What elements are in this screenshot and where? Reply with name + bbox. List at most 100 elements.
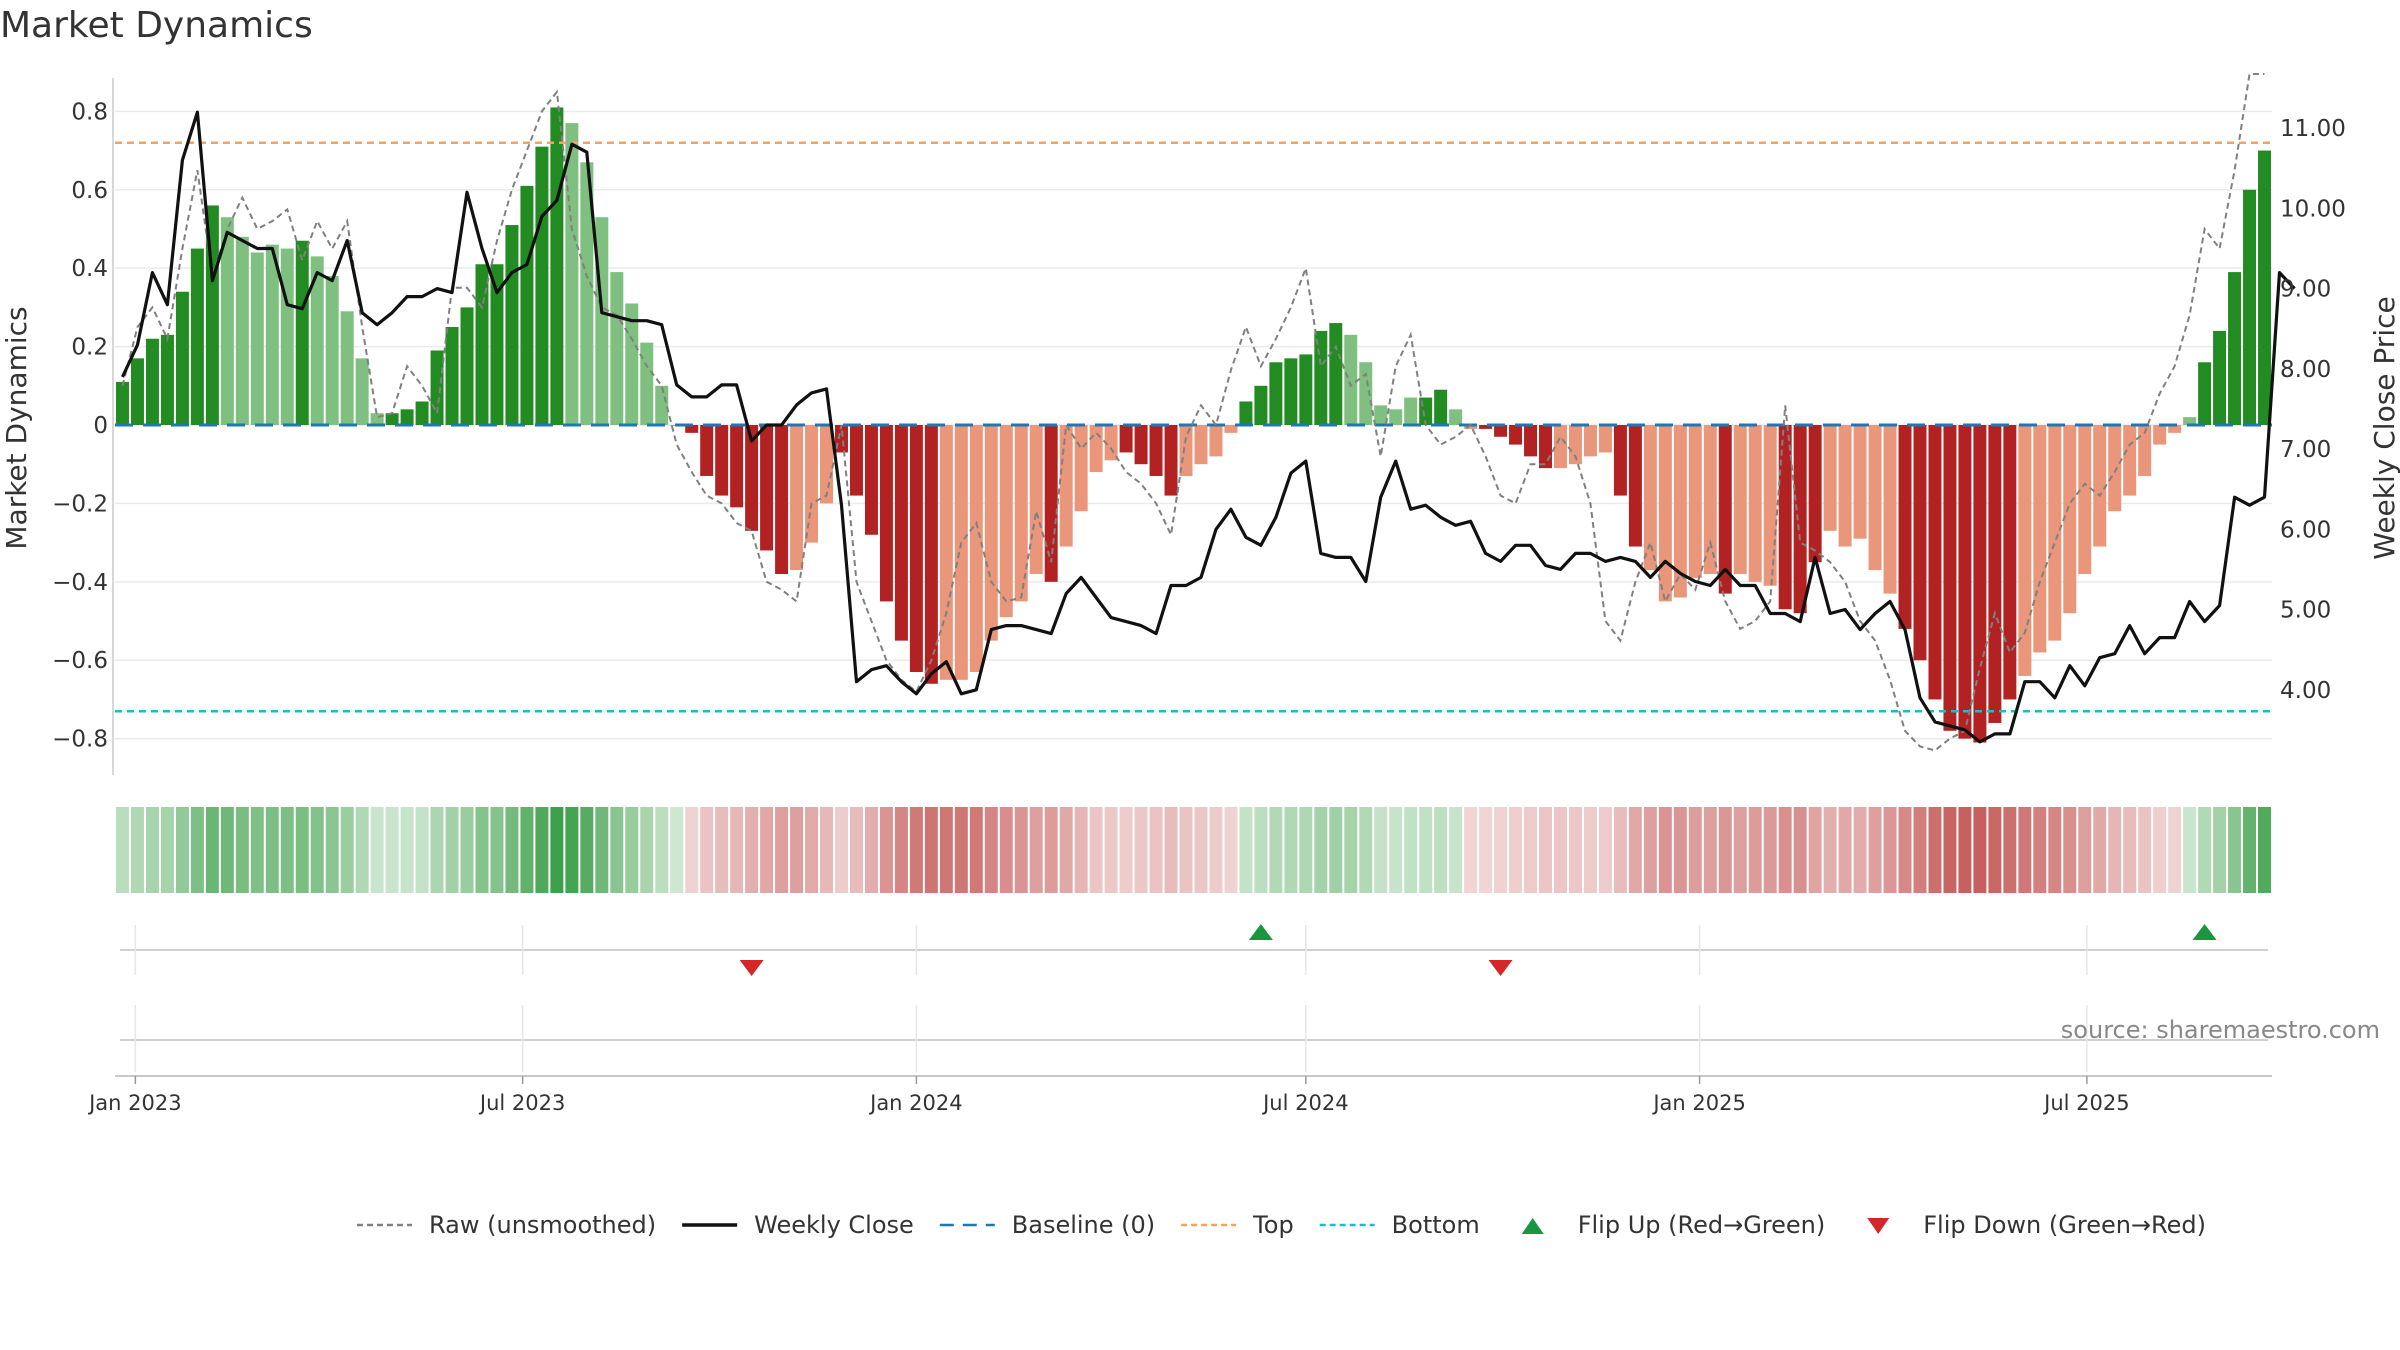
- regime-cell: [235, 807, 249, 893]
- y-right-tick-label: 6.00: [2280, 517, 2331, 543]
- regime-cell: [2033, 807, 2047, 893]
- bar: [864, 425, 878, 535]
- regime-cell: [1299, 807, 1313, 893]
- regime-cell: [745, 807, 759, 893]
- regime-cell: [685, 807, 699, 893]
- regime-cell: [2063, 807, 2077, 893]
- regime-cell: [1059, 807, 1073, 893]
- regime-cell: [1344, 807, 1358, 893]
- regime-cell: [1539, 807, 1552, 893]
- bar: [1014, 425, 1028, 602]
- regime-cell: [2108, 807, 2122, 893]
- regime-cell: [370, 807, 384, 893]
- regime-cell: [1793, 807, 1807, 893]
- regime-cell: [1823, 807, 1837, 893]
- regime-cell: [775, 807, 789, 893]
- bar: [849, 425, 863, 496]
- bar: [1554, 425, 1567, 469]
- regime-cell: [520, 807, 534, 893]
- bar: [1718, 425, 1732, 594]
- regime-cell: [984, 807, 998, 893]
- regime-cell: [1928, 807, 1942, 893]
- bar: [550, 107, 564, 426]
- bar: [1568, 425, 1582, 465]
- bar: [1089, 425, 1103, 473]
- bar: [1449, 409, 1463, 425]
- regime-cell: [2018, 807, 2032, 893]
- bar: [924, 425, 938, 684]
- bar: [265, 244, 279, 425]
- y-right-tick-label: 7.00: [2280, 437, 2331, 463]
- bar: [1059, 425, 1073, 547]
- regime-cell: [1898, 807, 1912, 893]
- regime-cell: [325, 807, 339, 893]
- regime-cell: [1748, 807, 1762, 893]
- regime-cell: [1718, 807, 1732, 893]
- bar: [1239, 401, 1253, 425]
- bar: [2183, 417, 2197, 425]
- bar: [535, 146, 549, 426]
- bar: [610, 272, 624, 425]
- bar: [1164, 425, 1178, 496]
- regime-cell: [1673, 807, 1687, 893]
- regime-cell: [175, 807, 189, 893]
- y-axis-right-label: Weekly Close Price: [2368, 296, 2400, 559]
- chart-title: Market Dynamics: [0, 5, 313, 46]
- bar: [1883, 425, 1897, 594]
- bar: [1404, 397, 1418, 425]
- bar: [954, 425, 968, 680]
- bar: [1494, 425, 1508, 437]
- regime-cell: [2123, 807, 2137, 893]
- regime-cell: [430, 807, 444, 893]
- regime-cell: [2003, 807, 2017, 893]
- bar: [250, 252, 264, 425]
- bar: [1943, 425, 1957, 731]
- bar: [879, 425, 893, 602]
- bar: [2048, 425, 2062, 641]
- regime-cell: [160, 807, 174, 893]
- bar: [190, 248, 204, 425]
- regime-cell: [790, 807, 804, 893]
- regime-cell: [849, 807, 863, 893]
- bar: [1224, 425, 1238, 433]
- regime-cell: [1194, 807, 1208, 893]
- bar: [1269, 362, 1283, 425]
- regime-cell: [250, 807, 264, 893]
- regime-cell: [1524, 807, 1538, 893]
- regime-cell: [1958, 807, 1972, 893]
- regime-strip: [116, 807, 2271, 893]
- axes: 0.8 0.6 0.4 0.2 0 −0.2 −0.4 −0.6 −0.8 11.00 10.00 9…: [52, 78, 2346, 775]
- bar: [2003, 425, 2017, 700]
- regime-cell: [130, 807, 144, 893]
- regime-cell: [550, 807, 564, 893]
- bar: [1119, 425, 1133, 453]
- regime-cell: [2153, 807, 2167, 893]
- bar: [790, 425, 804, 571]
- regime-cell: [1943, 807, 1957, 893]
- bar: [2108, 425, 2122, 512]
- bar: [1074, 425, 1088, 512]
- regime-cell: [1808, 807, 1822, 893]
- y-left-tick-label: −0.6: [52, 648, 108, 674]
- y-left-tick-label: 0.8: [71, 99, 108, 125]
- bar: [1434, 389, 1448, 425]
- regime-cell: [1284, 807, 1298, 893]
- y-right-tick-label: 8.00: [2280, 357, 2331, 383]
- bar: [655, 385, 669, 425]
- regime-cell: [1269, 807, 1283, 893]
- bar: [160, 334, 174, 425]
- y-right-tick-label: 4.00: [2280, 678, 2331, 704]
- bar: [805, 425, 819, 543]
- regime-cell: [969, 807, 983, 893]
- regime-cell: [1134, 807, 1148, 893]
- bar: [1044, 425, 1058, 582]
- legend-flip-down-icon: [1867, 1218, 1890, 1234]
- legend-flip-up-icon: [1521, 1218, 1544, 1234]
- regime-cell: [205, 807, 219, 893]
- bar: [1314, 330, 1328, 425]
- bar: [2033, 425, 2047, 653]
- source-label: source: sharemaestro.com: [2061, 1016, 2380, 1044]
- legend-label: Flip Down (Green→Red): [1923, 1211, 2206, 1239]
- bar: [400, 409, 414, 425]
- bar: [1838, 425, 1852, 547]
